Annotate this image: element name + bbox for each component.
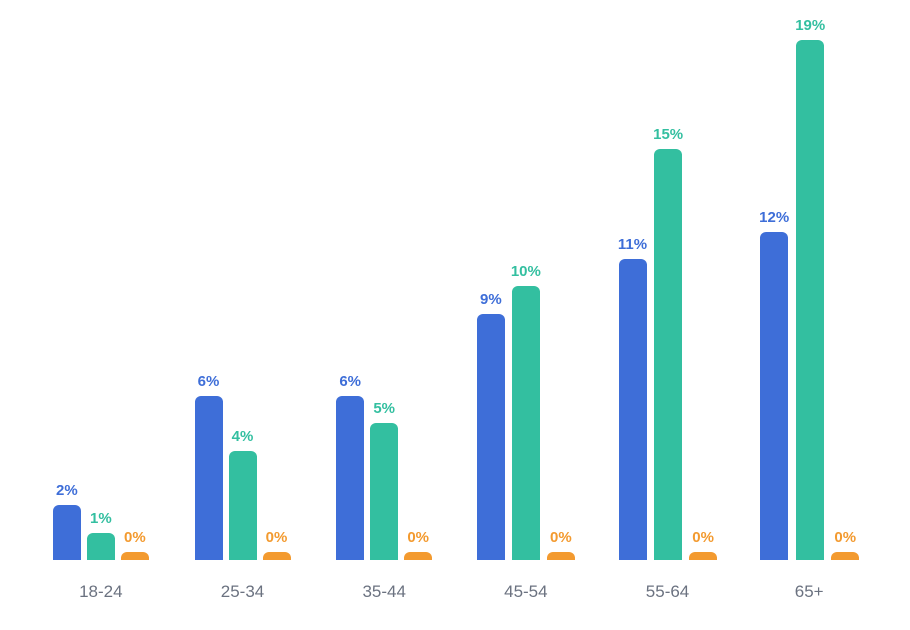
bar xyxy=(121,552,149,560)
bar xyxy=(760,232,788,560)
bar-value-label: 0% xyxy=(550,529,572,546)
bar xyxy=(654,149,682,560)
bar-group: 12% 19% 0% xyxy=(738,17,880,560)
bar-column: 2% xyxy=(53,482,81,560)
bar-column: 19% xyxy=(795,17,825,560)
bar xyxy=(831,552,859,560)
bar xyxy=(512,286,540,560)
bar-value-label: 0% xyxy=(692,529,714,546)
bar-column: 0% xyxy=(689,529,717,560)
bar-column: 10% xyxy=(511,263,541,560)
bar-group: 6% 5% 0% xyxy=(313,373,455,560)
bar-value-label: 0% xyxy=(124,529,146,546)
bar-group: 6% 4% 0% xyxy=(172,373,314,560)
x-tick-label: 65+ xyxy=(738,582,880,602)
bar-value-label: 15% xyxy=(653,126,683,143)
bar-value-label: 0% xyxy=(266,529,288,546)
bar-column: 0% xyxy=(831,529,859,560)
x-tick-label: 55-64 xyxy=(597,582,739,602)
bar xyxy=(477,314,505,560)
bar-column: 12% xyxy=(759,209,789,560)
bar-column: 4% xyxy=(229,428,257,560)
bar-column: 0% xyxy=(404,529,432,560)
bar-value-label: 19% xyxy=(795,17,825,34)
bar-value-label: 6% xyxy=(198,373,220,390)
plot-area: 2%1%0%6%4%0%6%5%0%9%10%0%11%15%0%12%19%0… xyxy=(30,40,880,560)
bar xyxy=(336,396,364,560)
bar-value-label: 0% xyxy=(834,529,856,546)
bar-column: 6% xyxy=(195,373,223,560)
bar xyxy=(619,259,647,560)
bar-value-label: 4% xyxy=(232,428,254,445)
bar-value-label: 10% xyxy=(511,263,541,280)
bar-group: 2% 1% 0% xyxy=(30,482,172,560)
bar-value-label: 9% xyxy=(480,291,502,308)
bar xyxy=(195,396,223,560)
x-tick-label: 18-24 xyxy=(30,582,172,602)
bar-column: 0% xyxy=(121,529,149,560)
bar xyxy=(53,505,81,560)
bar-column: 15% xyxy=(653,126,683,560)
bar-value-label: 5% xyxy=(373,400,395,417)
bar-group: 11% 15% 0% xyxy=(597,126,739,560)
bar-column: 6% xyxy=(336,373,364,560)
bar-column: 5% xyxy=(370,400,398,560)
bar xyxy=(263,552,291,560)
bar-value-label: 6% xyxy=(339,373,361,390)
bar-column: 9% xyxy=(477,291,505,560)
bar xyxy=(796,40,824,560)
bar-value-label: 1% xyxy=(90,510,112,527)
bar-value-label: 0% xyxy=(407,529,429,546)
bar-column: 0% xyxy=(263,529,291,560)
bar-value-label: 11% xyxy=(618,236,647,253)
bar-column: 1% xyxy=(87,510,115,560)
bar-column: 11% xyxy=(618,236,647,560)
bar xyxy=(547,552,575,560)
x-tick-label: 35-44 xyxy=(313,582,455,602)
x-tick-label: 45-54 xyxy=(455,582,597,602)
bar xyxy=(370,423,398,560)
x-tick-label: 25-34 xyxy=(172,582,314,602)
bar xyxy=(229,451,257,560)
bar-value-label: 12% xyxy=(759,209,789,226)
bar xyxy=(87,533,115,560)
bar-group: 9% 10% 0% xyxy=(455,263,597,560)
bar-value-label: 2% xyxy=(56,482,78,499)
x-axis: 18-2425-3435-4445-5455-6465+ xyxy=(30,582,880,602)
bar xyxy=(404,552,432,560)
bar-chart: 2% 1% 0% 6% 4% 0% 6% 5% 0% 9% 10% 0% 11% 15% 0% 12% 19% 0… xyxy=(0,0,910,630)
bar-column: 0% xyxy=(547,529,575,560)
bar xyxy=(689,552,717,560)
